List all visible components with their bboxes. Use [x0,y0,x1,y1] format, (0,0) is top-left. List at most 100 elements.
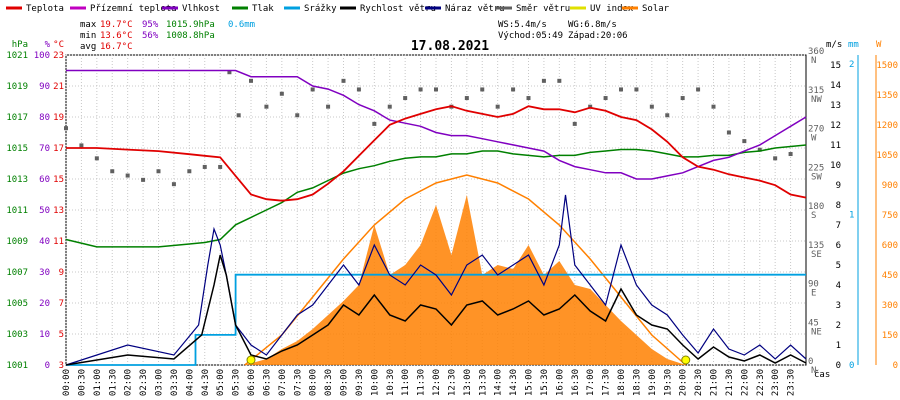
axis-ms-tick: 4 [836,281,841,291]
time-tick-label: 03:00 [155,369,165,396]
axis-ms-tick: 11 [830,141,841,151]
time-tick-label: 14:00 [494,369,504,396]
axis-temp-tick: 23 [53,51,64,61]
wind-dir-point [326,104,331,109]
wind-dir-point [295,113,300,118]
axis-ms-tick: 2 [836,321,841,331]
time-tick-label: 13:30 [478,369,488,396]
time-tick-label: 18:30 [632,369,642,396]
time-tick-label: 06:00 [247,369,257,396]
wind-dir-point [202,164,207,169]
time-tick-label: 12:30 [447,369,457,396]
stat-max-rain: 0.6mm [228,20,255,30]
axis-temp-tick: 9 [59,268,64,278]
solar-area [244,195,686,365]
axis-ms-tick: 1 [836,341,841,351]
wind-dir-point [110,169,115,174]
time-tick-label: 18:00 [617,369,627,396]
stat-avg-label: avg [80,42,96,52]
wind-dir-point [603,96,608,101]
stat-min-temp: 13.6°C [100,31,133,41]
wind-dir-point [171,182,176,187]
axis-dir-tick: 315 [808,86,824,96]
axis-temp-tick: 11 [53,237,64,247]
axis-mm-tick: 2 [849,60,854,70]
time-tick-label: 13:00 [463,369,473,396]
axis-pct-tick: 30 [39,268,50,278]
wind-dir-point [94,156,99,161]
wind-dir-point [249,78,253,83]
axis-dir-label: E [811,289,816,299]
axis-dir-label: SW [811,172,822,182]
axis-hpa-tick: 1003 [6,330,28,340]
axis-mm-tick: 0 [849,361,854,371]
legend-label: UV index [590,4,634,14]
stat-max-press: 1015.9hPa [166,20,215,30]
time-tick-label: 16:30 [571,369,581,396]
stat-avg-temp: 16.7°C [100,42,133,52]
time-tick-label: 16:00 [555,369,565,396]
axes-layer: 00:00 00:30 01:00 01:30 02:00 02:30 03:00 03:30… [6,40,898,396]
axis-hpa-unit: hPa [12,40,28,50]
time-tick-label: 19:30 [663,369,673,396]
time-tick-label: 10:00 [370,369,380,396]
axis-hpa-tick: 1019 [6,82,28,92]
wind-dir-point [372,121,377,126]
legend-label: Rychlost větru [360,4,436,14]
axis-dir-label: W [811,134,817,144]
axis-pct-tick: 40 [39,237,50,247]
axis-ms-tick: 5 [836,261,841,271]
humidity-line [66,69,807,180]
axis-dir-tick: 180 [808,202,824,212]
time-tick-label: 09:00 [340,369,350,396]
axis-w-tick: 900 [882,181,898,191]
stat-max-hum: 95% [142,20,159,30]
time-tick-label: 22:00 [740,369,750,396]
time-tick-label: 12:00 [432,369,442,396]
wind-dir-point [187,169,192,174]
axis-w-tick: 1500 [876,61,898,71]
stats-block: max 19.7°C 95% 1015.9hPa 0.6mm min 13.6°… [80,20,628,52]
legend-label: Tlak [252,4,274,14]
axis-pct-tick: 20 [39,299,50,309]
wind-dir-point [588,104,593,109]
time-tick-label: 04:00 [185,369,195,396]
axis-mm-unit: mm [848,40,859,50]
axis-ms-tick: 9 [836,181,841,191]
axis-dir-tick: 90 [808,280,819,290]
legend-label: Srážky [304,4,337,14]
wind-dir-point [264,104,269,109]
time-axis-label: čas [814,369,830,380]
axis-dir-tick: 270 [808,125,824,135]
wind-dir-point [495,104,500,109]
axis-w-unit: W [876,40,882,50]
time-tick-label: 11:30 [417,369,427,396]
axis-dir-label: N [811,56,816,66]
axis-dir-label: N [811,366,816,376]
axis-pct-tick: 90 [39,82,50,92]
time-tick-label: 23:30 [787,369,797,396]
axis-w-tick: 1350 [876,91,898,101]
axis-hpa-tick: 1015 [6,144,28,154]
axis-ms-tick: 12 [830,121,841,131]
axis-temp-tick: 21 [53,82,64,92]
time-tick-label: 20:30 [694,369,704,396]
axis-temp-tick: 5 [59,330,64,340]
axis-temp-tick: 15 [53,175,64,185]
axis-pct-tick: 70 [39,144,50,154]
stat-sunset: Západ:20:06 [568,31,628,41]
stat-min-press: 1008.8hPa [166,31,215,41]
wind-dir-point [526,96,531,101]
pressure-line [65,144,807,248]
time-tick-label: 03:30 [170,369,180,396]
stat-max-temp: 19.7°C [100,20,133,30]
time-tick-label: 00:00 [62,369,72,396]
wind-dir-point [788,152,793,157]
wind-dir-point [418,87,423,92]
wind-dir-point [757,147,762,152]
axis-ms-tick: 8 [836,201,841,211]
time-tick-label: 02:30 [139,369,149,396]
wind-dir-point [464,96,469,101]
axis-pct-tick: 50 [39,206,50,216]
axis-temp-tick: 17 [53,144,64,154]
